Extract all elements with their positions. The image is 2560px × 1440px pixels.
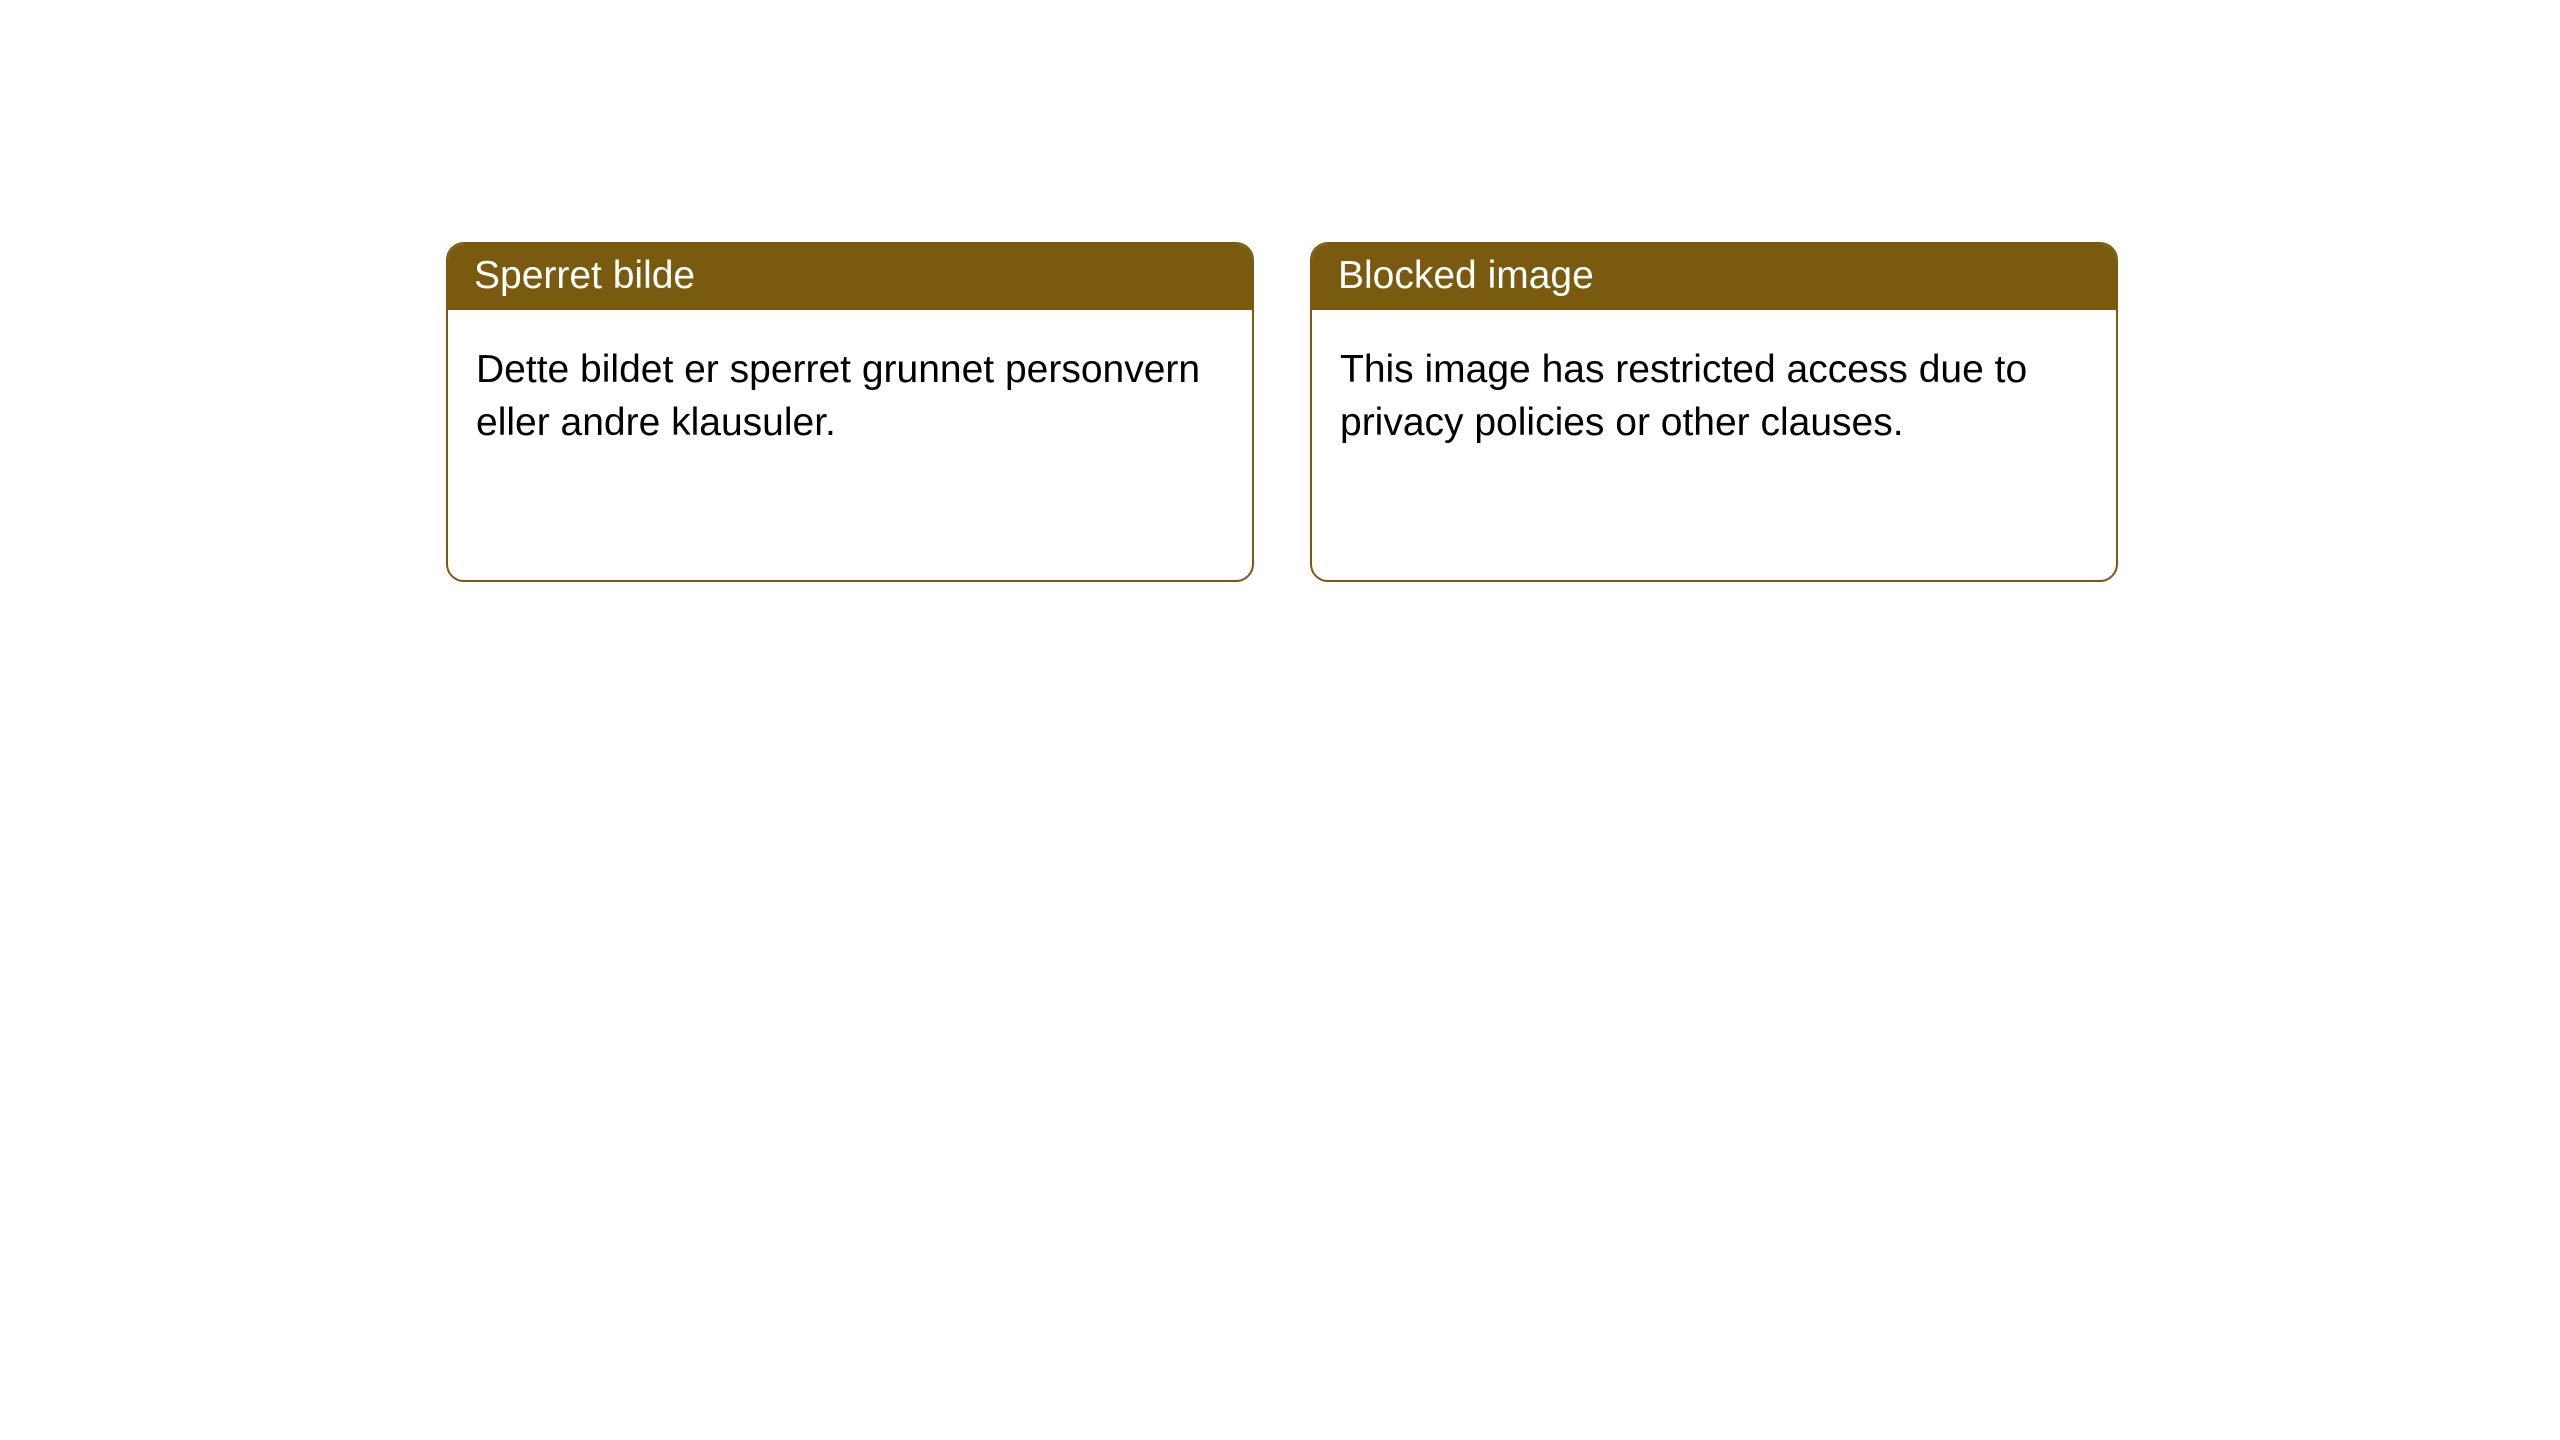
notice-card-english: Blocked image This image has restricted … [1310, 242, 2118, 582]
notice-card-norwegian: Sperret bilde Dette bildet er sperret gr… [446, 242, 1254, 582]
notice-card-body: This image has restricted access due to … [1312, 310, 2116, 475]
notice-card-title: Blocked image [1312, 244, 2116, 310]
notice-card-body: Dette bildet er sperret grunnet personve… [448, 310, 1252, 475]
notice-cards-container: Sperret bilde Dette bildet er sperret gr… [0, 0, 2560, 582]
notice-card-title: Sperret bilde [448, 244, 1252, 310]
